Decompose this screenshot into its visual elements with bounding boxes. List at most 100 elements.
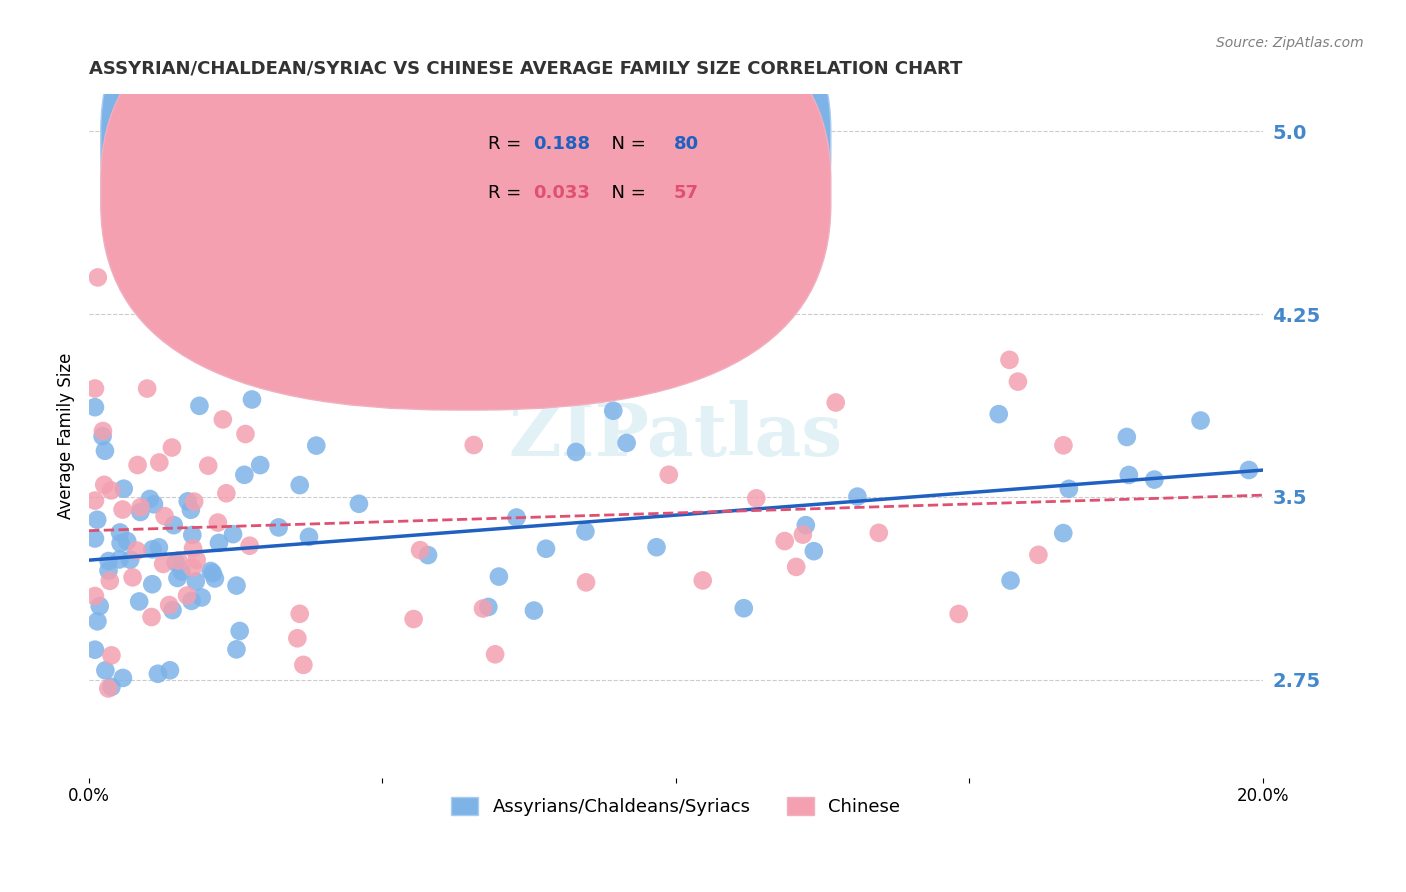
Point — [87, 270, 110, 285]
Point — [1189, 413, 1212, 427]
Point — [181, 560, 204, 574]
Text: ZIPatlas: ZIPatlas — [509, 401, 844, 472]
Point — [416, 548, 439, 562]
Point — [162, 603, 184, 617]
Point — [574, 524, 596, 539]
Text: R =: R = — [488, 135, 527, 153]
Point — [773, 534, 796, 549]
Point — [177, 494, 200, 508]
Text: Source: ZipAtlas.com: Source: ZipAtlas.com — [1216, 36, 1364, 50]
Text: 57: 57 — [673, 184, 699, 202]
Point — [233, 467, 256, 482]
Point — [523, 603, 546, 617]
Point — [239, 539, 262, 553]
Text: R =: R = — [488, 184, 527, 202]
Point — [1052, 438, 1074, 452]
Point — [207, 516, 229, 530]
Point — [987, 407, 1010, 421]
Text: N =: N = — [599, 135, 651, 153]
Point — [181, 541, 204, 556]
Point — [159, 663, 181, 677]
Point — [170, 565, 193, 579]
Point — [152, 557, 174, 571]
Point — [160, 441, 183, 455]
Point — [127, 458, 149, 472]
Point — [616, 436, 638, 450]
Point — [477, 599, 499, 614]
Text: N =: N = — [599, 184, 651, 202]
Point — [575, 575, 598, 590]
FancyBboxPatch shape — [429, 112, 828, 224]
Point — [143, 497, 166, 511]
Point — [1143, 473, 1166, 487]
Point — [129, 500, 152, 515]
Text: 0.033: 0.033 — [533, 184, 589, 202]
Point — [347, 497, 370, 511]
Point — [153, 509, 176, 524]
Point — [200, 564, 222, 578]
Point — [141, 610, 163, 624]
Point — [141, 577, 163, 591]
Text: 0.188: 0.188 — [533, 135, 591, 153]
Point — [1052, 526, 1074, 541]
Point — [141, 542, 163, 557]
Point — [1007, 375, 1029, 389]
Point — [225, 642, 247, 657]
Point — [488, 569, 510, 583]
Point — [745, 491, 768, 506]
Point — [94, 443, 117, 458]
Point — [692, 574, 714, 588]
Point — [183, 494, 205, 508]
Point — [1115, 430, 1137, 444]
Point — [235, 427, 257, 442]
Point — [110, 536, 132, 550]
Point — [97, 554, 120, 568]
Point — [167, 553, 190, 567]
Point — [86, 615, 108, 629]
Point — [163, 518, 186, 533]
Point — [84, 400, 107, 414]
Point — [108, 525, 131, 540]
Point — [111, 502, 134, 516]
Point — [215, 486, 238, 500]
Point — [121, 570, 143, 584]
Point — [1237, 463, 1260, 477]
Point — [84, 532, 107, 546]
Point — [181, 528, 204, 542]
Point — [108, 552, 131, 566]
Point — [211, 412, 233, 426]
Point — [89, 599, 111, 614]
Point — [112, 482, 135, 496]
Point — [176, 589, 198, 603]
Point — [288, 607, 311, 621]
Point — [86, 513, 108, 527]
Point — [228, 624, 250, 638]
Point — [1057, 482, 1080, 496]
Point — [204, 572, 226, 586]
Point — [267, 520, 290, 534]
Point — [91, 424, 114, 438]
Text: 80: 80 — [673, 135, 699, 153]
Point — [240, 392, 263, 407]
Point — [287, 632, 309, 646]
Point — [658, 467, 681, 482]
Point — [298, 530, 321, 544]
Point — [100, 680, 122, 694]
Point — [84, 642, 107, 657]
Y-axis label: Average Family Size: Average Family Size — [58, 353, 75, 519]
Point — [409, 543, 432, 558]
Point — [190, 591, 212, 605]
Point — [948, 607, 970, 621]
Point — [186, 553, 208, 567]
Point — [484, 648, 506, 662]
Point — [305, 439, 328, 453]
Point — [98, 574, 121, 588]
Point — [100, 483, 122, 498]
Point — [1000, 574, 1022, 588]
Point — [148, 541, 170, 555]
Point — [184, 574, 207, 589]
Point — [166, 571, 188, 585]
Point — [84, 589, 107, 603]
Point — [91, 429, 114, 443]
Point — [84, 493, 107, 508]
